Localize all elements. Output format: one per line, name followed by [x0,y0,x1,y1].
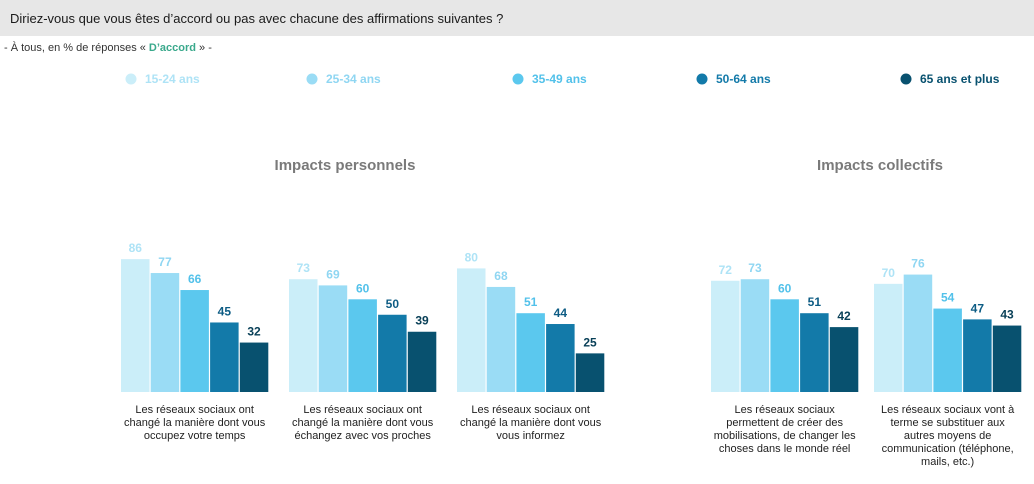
bar [486,286,516,392]
category-label: permettent de créer des [726,417,843,429]
category-label: Les réseaux sociaux ont [471,404,590,416]
data-label: 47 [971,301,985,315]
category-label: Les réseaux sociaux [735,404,836,416]
legend-swatch [696,73,708,85]
bar [770,299,799,392]
data-label: 45 [218,304,232,318]
bar [992,325,1022,392]
subtitle-prefix: - À tous, en % de réponses « [4,42,149,54]
category-label: occupez votre temps [144,430,246,442]
data-label: 50 [386,297,400,311]
bar [457,268,486,392]
data-label: 32 [247,325,261,339]
data-label: 76 [911,257,925,271]
category-label: autres moyens de [904,430,991,442]
legend-swatch [900,73,912,85]
data-label: 60 [778,281,792,295]
category-label: changé la manière dont vous [124,417,266,429]
legend-swatch [512,73,524,85]
data-label: 39 [415,314,429,328]
legend-label: 65 ans et plus [920,72,1000,86]
subtitle-suffix: » - [196,42,212,54]
legend-label: 50-64 ans [716,72,771,86]
category-label: changé la manière dont vous [460,417,602,429]
bar [150,273,180,392]
data-label: 73 [297,261,311,275]
data-label: 73 [748,261,762,275]
bar [348,299,377,392]
bar [546,324,575,392]
group-title: Impacts personnels [275,157,416,174]
bar [516,313,545,392]
group-title: Impacts collectifs [817,157,943,174]
bar [210,322,239,392]
bar [963,319,992,392]
data-label: 69 [326,267,340,281]
category-label: Les réseaux sociaux ont [135,404,254,416]
bar [407,331,437,392]
data-label: 51 [524,295,538,309]
legend-label: 25-34 ans [326,72,381,86]
question-band [0,0,1034,36]
data-label: 54 [941,291,955,305]
data-label: 86 [129,241,143,255]
legend-label: 15-24 ans [145,72,200,86]
legend-swatch [306,73,318,85]
category-label: vous informez [496,430,564,442]
bar [318,285,348,392]
data-label: 43 [1000,308,1014,322]
legend-label: 35-49 ans [532,72,587,86]
data-label: 72 [719,263,733,277]
category-label: changé la manière dont vous [292,417,434,429]
data-label: 25 [583,335,597,349]
bar [289,279,318,392]
category-label: communication (téléphone, [882,443,1014,455]
category-label: mobilisations, de changer les [714,430,856,442]
data-label: 80 [465,250,479,264]
data-label: 51 [808,295,822,309]
bar [711,280,740,392]
bar [800,313,829,392]
category-label: Les réseaux sociaux ont [303,404,422,416]
legend-swatch [125,73,137,85]
data-label: 44 [554,306,568,320]
bar [903,274,933,392]
bar [121,259,150,392]
category-label: terme se substituer aux [890,417,1005,429]
bar [933,308,962,392]
bar [740,279,770,392]
bar [180,290,209,392]
bar [874,283,903,392]
bar [575,353,605,392]
question-text: Diriez-vous que vous êtes d’accord ou pa… [10,11,504,26]
data-label: 42 [837,309,851,323]
subtitle-accent: D’accord [148,42,196,54]
bar [378,314,407,392]
subtitle: - À tous, en % de réponses « D’accord » … [4,42,212,54]
category-label: Les réseaux sociaux vont à [881,404,1015,416]
bar [829,327,859,392]
category-label: échangez avec vos proches [294,430,431,442]
data-label: 70 [882,266,896,280]
data-label: 66 [188,272,202,286]
bar [239,342,269,392]
category-label: choses dans le monde réel [719,443,850,455]
data-label: 68 [494,269,508,283]
data-label: 60 [356,281,370,295]
category-label: mails, etc.) [921,456,974,468]
data-label: 77 [158,255,172,269]
